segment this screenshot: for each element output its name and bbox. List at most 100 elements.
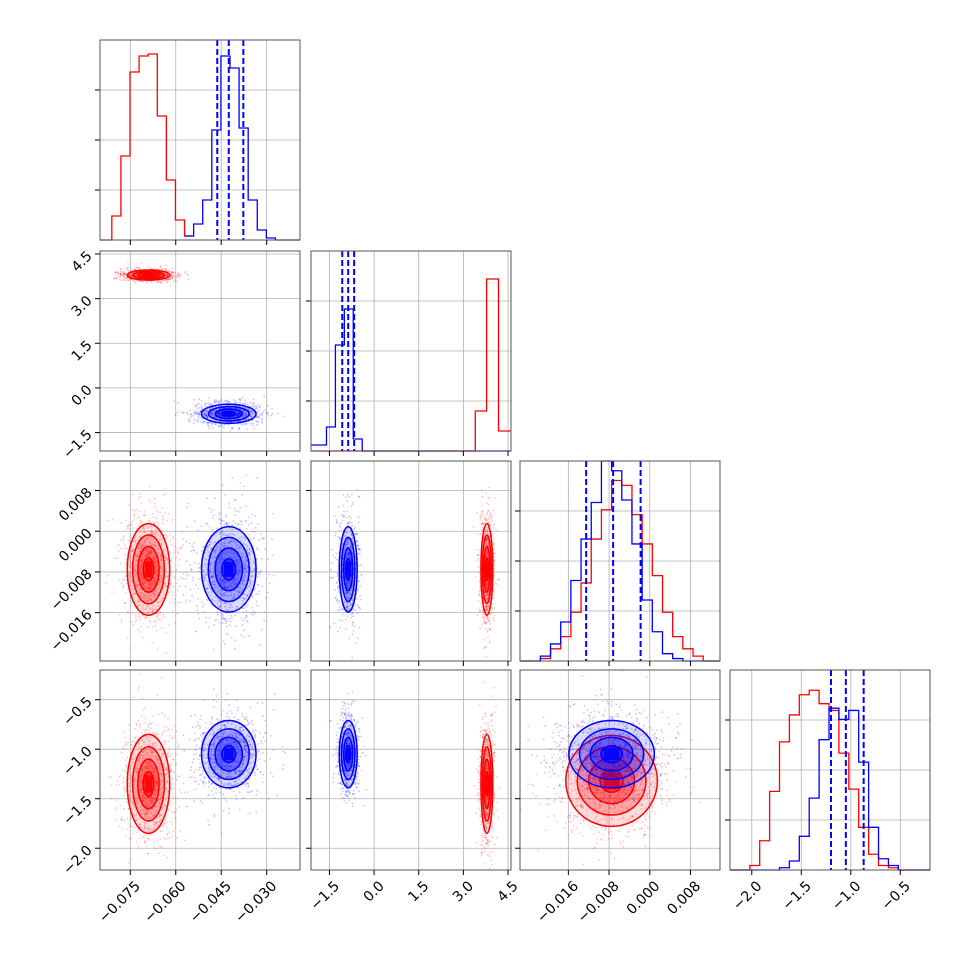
scatter-point [331,562,333,565]
scatter-point [123,272,125,274]
scatter-point [235,510,237,512]
scatter-point [145,616,147,619]
scatter-point [259,412,262,415]
scatter-point [196,408,199,411]
scatter-point [199,410,202,413]
scatter-point [170,270,173,273]
scatter-point [186,413,189,416]
scatter-point [134,274,137,277]
scatter-point [128,540,131,542]
scatter-point [179,273,181,276]
scatter-point [255,420,257,423]
scatter-point [225,617,227,620]
scatter-point [483,646,486,648]
scatter-point [486,620,489,623]
scatter-point [271,407,273,410]
scatter-point [476,549,479,551]
scatter-point [338,606,341,608]
scatter-point [148,620,151,622]
scatter-point [209,412,211,414]
scatter-point [341,619,344,622]
scatter-point [197,562,200,565]
scatter-point [480,510,483,513]
scatter-point [339,522,342,525]
scatter-point [166,520,169,522]
scatter-point [487,509,489,512]
scatter-point [126,266,129,269]
scatter-point [176,276,179,278]
scatter-point [241,423,243,426]
scatter-point [132,527,134,530]
scatter-point [169,533,172,536]
scatter-point [256,604,259,607]
scatter-point [178,274,181,277]
scatter-point [159,265,162,268]
scatter-point [356,544,359,547]
scatter-point [227,633,229,636]
scatter-point [334,532,337,534]
scatter-point [140,274,143,277]
scatter-point [481,504,483,507]
scatter-point [361,575,363,577]
scatter-point [161,268,164,270]
scatter-point [160,268,163,271]
scatter-point [166,278,169,281]
scatter-point [231,616,233,619]
scatter-point [169,278,171,280]
scatter-point [486,630,489,632]
scatter-point [200,601,203,603]
scatter-point [474,575,477,578]
scatter-point [247,408,250,410]
scatter-point [479,516,482,519]
scatter-point [245,610,248,613]
scatter-point [173,549,176,552]
scatter-point [245,504,248,507]
scatter-point [159,275,162,278]
scatter-point [169,276,172,279]
scatter-point [128,527,131,530]
scatter-point [147,616,149,619]
scatter-point [243,607,245,610]
scatter-point [234,402,237,404]
scatter-point [159,265,162,267]
scatter-point [250,612,253,614]
scatter-point [200,404,203,407]
scatter-point [251,606,254,609]
scatter-point [139,618,141,621]
scatter-point [172,271,174,274]
scatter-point [242,629,245,632]
scatter-point [211,422,214,424]
scatter-point [190,550,192,552]
scatter-point [246,615,248,618]
scatter-point [212,528,214,531]
scatter-point [160,274,163,277]
scatter-point [343,510,345,513]
scatter-point [329,568,332,571]
scatter-point [228,506,231,509]
scatter-point [200,550,203,553]
scatter-point [197,598,200,600]
scatter-point [198,413,200,415]
scatter-point [185,540,187,543]
scatter-point [200,399,203,402]
scatter-point [252,537,255,539]
scatter-point [338,524,341,527]
scatter-point [254,587,256,590]
scatter-point [234,639,237,642]
scatter-point [130,269,133,272]
scatter-point [137,497,140,500]
scatter-point [240,617,243,619]
scatter-point [189,599,191,602]
scatter-point [165,278,167,281]
scatter-point [212,648,215,651]
scatter-point [476,560,478,562]
scatter-point [346,493,349,496]
scatter-point [131,493,134,496]
scatter-point [488,616,491,619]
scatter-point [472,526,475,529]
scatter-point [171,277,174,280]
scatter-point [171,267,174,270]
scatter-point [157,511,160,513]
scatter-point [482,522,485,525]
scatter-point [171,518,174,520]
